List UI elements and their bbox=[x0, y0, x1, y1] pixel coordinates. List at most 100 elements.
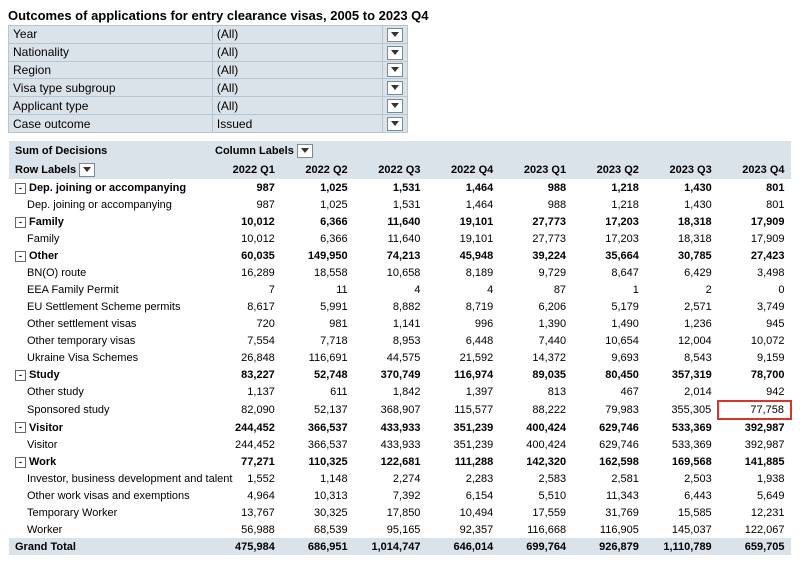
data-cell: 68,539 bbox=[281, 521, 354, 538]
collapse-icon[interactable]: - bbox=[15, 183, 26, 194]
column-header[interactable]: 2022 Q2 bbox=[281, 160, 354, 179]
row-label[interactable]: -Other bbox=[9, 247, 209, 264]
data-cell: 7,392 bbox=[354, 487, 427, 504]
page-title: Outcomes of applications for entry clear… bbox=[8, 8, 792, 23]
filter-panel: Year(All)Nationality(All)Region(All)Visa… bbox=[8, 25, 408, 133]
data-cell: 611 bbox=[281, 383, 354, 401]
data-cell: 92,357 bbox=[427, 521, 500, 538]
column-header[interactable]: 2023 Q1 bbox=[500, 160, 573, 179]
row-label[interactable]: -Study bbox=[9, 366, 209, 383]
data-cell: 39,224 bbox=[500, 247, 573, 264]
dropdown-icon[interactable] bbox=[387, 63, 403, 77]
data-cell: 19,101 bbox=[427, 213, 500, 230]
data-cell: 366,537 bbox=[281, 419, 354, 437]
data-cell: 45,948 bbox=[427, 247, 500, 264]
data-cell: 10,072 bbox=[718, 332, 791, 349]
filter-value[interactable]: (All) bbox=[212, 26, 382, 44]
filter-dropdown[interactable] bbox=[383, 97, 408, 115]
row-label[interactable]: -Family bbox=[9, 213, 209, 230]
filter-value[interactable]: (All) bbox=[212, 61, 382, 79]
row-label: Sponsored study bbox=[9, 401, 209, 419]
data-cell: 988 bbox=[500, 179, 573, 196]
data-cell: 987 bbox=[209, 196, 282, 213]
row-label[interactable]: -Work bbox=[9, 453, 209, 470]
data-cell: 1,430 bbox=[645, 179, 718, 196]
filter-dropdown[interactable] bbox=[383, 115, 408, 133]
data-cell: 1,148 bbox=[281, 470, 354, 487]
data-cell: 1,464 bbox=[427, 179, 500, 196]
data-cell: 74,213 bbox=[354, 247, 427, 264]
data-cell: 149,950 bbox=[281, 247, 354, 264]
row-labels-header[interactable]: Row Labels bbox=[9, 160, 209, 179]
column-header[interactable]: 2022 Q3 bbox=[354, 160, 427, 179]
filter-dropdown[interactable] bbox=[383, 26, 408, 44]
data-cell: 6,154 bbox=[427, 487, 500, 504]
column-header[interactable]: 2022 Q4 bbox=[427, 160, 500, 179]
data-cell: 56,988 bbox=[209, 521, 282, 538]
data-cell: 30,325 bbox=[281, 504, 354, 521]
data-cell: 141,885 bbox=[718, 453, 791, 470]
collapse-icon[interactable]: - bbox=[15, 370, 26, 381]
filter-value[interactable]: Issued bbox=[212, 115, 382, 133]
data-cell: 1,938 bbox=[718, 470, 791, 487]
data-cell: 27,773 bbox=[500, 230, 573, 247]
dropdown-icon[interactable] bbox=[387, 46, 403, 60]
data-cell: 8,647 bbox=[573, 264, 646, 281]
data-cell: 88,222 bbox=[500, 401, 573, 419]
data-cell: 467 bbox=[573, 383, 646, 401]
dropdown-icon[interactable] bbox=[387, 99, 403, 113]
column-labels-dropdown-icon[interactable] bbox=[297, 144, 313, 158]
data-cell: 2,274 bbox=[354, 470, 427, 487]
data-cell: 7,718 bbox=[281, 332, 354, 349]
filter-dropdown[interactable] bbox=[383, 61, 408, 79]
data-cell: 1,464 bbox=[427, 196, 500, 213]
column-labels-header[interactable]: Column Labels bbox=[209, 141, 792, 160]
row-label[interactable]: -Dep. joining or accompanying bbox=[9, 179, 209, 196]
data-cell: 1,430 bbox=[645, 196, 718, 213]
filter-dropdown[interactable] bbox=[383, 79, 408, 97]
filter-value[interactable]: (All) bbox=[212, 79, 382, 97]
data-cell: 35,664 bbox=[573, 247, 646, 264]
data-cell: 400,424 bbox=[500, 436, 573, 453]
column-header[interactable]: 2023 Q2 bbox=[573, 160, 646, 179]
row-label[interactable]: -Visitor bbox=[9, 419, 209, 437]
data-cell: 1,025 bbox=[281, 196, 354, 213]
dropdown-icon[interactable] bbox=[387, 28, 403, 42]
data-cell: 44,575 bbox=[354, 349, 427, 366]
filter-value[interactable]: (All) bbox=[212, 97, 382, 115]
data-cell: 169,568 bbox=[645, 453, 718, 470]
filter-value[interactable]: (All) bbox=[212, 43, 382, 61]
data-cell: 801 bbox=[718, 196, 791, 213]
row-label: Investor, business development and talen… bbox=[9, 470, 209, 487]
collapse-icon[interactable]: - bbox=[15, 217, 26, 228]
column-header[interactable]: 2023 Q3 bbox=[645, 160, 718, 179]
data-cell: 10,012 bbox=[209, 230, 282, 247]
grand-total-label: Grand Total bbox=[9, 538, 209, 555]
grand-total-cell: 659,705 bbox=[718, 538, 791, 555]
column-header[interactable]: 2023 Q4 bbox=[718, 160, 791, 179]
grand-total-cell: 686,951 bbox=[281, 538, 354, 555]
data-cell: 12,231 bbox=[718, 504, 791, 521]
data-cell: 14,372 bbox=[500, 349, 573, 366]
data-cell: 17,909 bbox=[718, 230, 791, 247]
column-header[interactable]: 2022 Q1 bbox=[209, 160, 282, 179]
data-cell: 5,649 bbox=[718, 487, 791, 504]
data-cell: 533,369 bbox=[645, 436, 718, 453]
data-cell: 10,313 bbox=[281, 487, 354, 504]
row-labels-dropdown-icon[interactable] bbox=[79, 163, 95, 177]
data-cell: 533,369 bbox=[645, 419, 718, 437]
collapse-icon[interactable]: - bbox=[15, 422, 26, 433]
grand-total-cell: 1,110,789 bbox=[645, 538, 718, 555]
data-cell: 801 bbox=[718, 179, 791, 196]
data-cell: 122,067 bbox=[718, 521, 791, 538]
data-cell: 1,137 bbox=[209, 383, 282, 401]
dropdown-icon[interactable] bbox=[387, 81, 403, 95]
filter-label: Nationality bbox=[9, 43, 213, 61]
data-cell: 27,423 bbox=[718, 247, 791, 264]
dropdown-icon[interactable] bbox=[387, 117, 403, 131]
collapse-icon[interactable]: - bbox=[15, 251, 26, 262]
data-cell: 5,179 bbox=[573, 298, 646, 315]
data-cell: 5,510 bbox=[500, 487, 573, 504]
filter-dropdown[interactable] bbox=[383, 43, 408, 61]
collapse-icon[interactable]: - bbox=[15, 457, 26, 468]
